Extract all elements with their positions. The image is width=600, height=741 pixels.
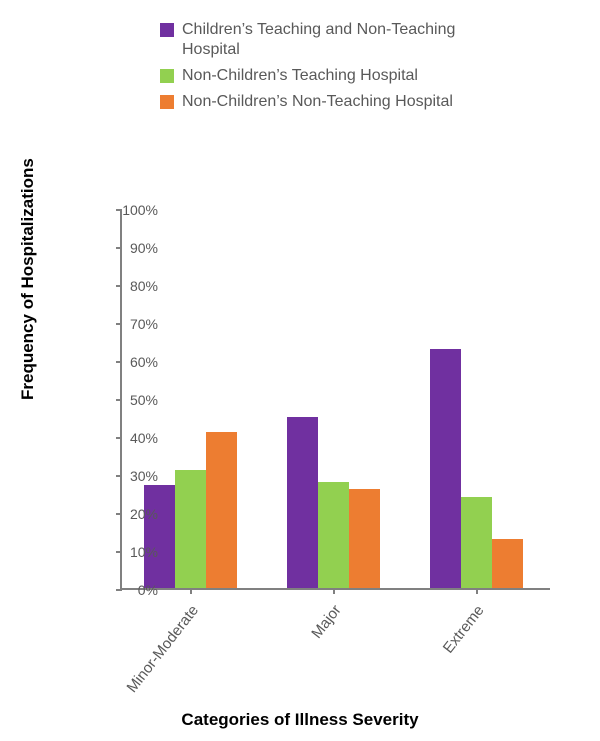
legend-label: Non-Children’s Teaching Hospital [182, 66, 418, 86]
bar [287, 417, 318, 588]
x-tick [333, 588, 335, 594]
bar [461, 497, 492, 588]
bar [144, 485, 175, 588]
legend-swatch [160, 23, 174, 37]
bar [318, 482, 349, 588]
bar-group [430, 349, 523, 588]
bar-chart: Children’s Teaching and Non-Teaching Hos… [0, 0, 600, 741]
legend-label: Children’s Teaching and Non-Teaching Hos… [182, 20, 460, 60]
x-tick [476, 588, 478, 594]
legend-item: Non-Children’s Non-Teaching Hospital [160, 92, 460, 112]
y-tick-label: 20% [130, 506, 158, 522]
legend-swatch [160, 69, 174, 83]
y-tick [116, 247, 122, 249]
y-tick-label: 70% [130, 316, 158, 332]
bar [175, 470, 206, 588]
y-tick-label: 30% [130, 468, 158, 484]
legend-swatch [160, 95, 174, 109]
legend: Children’s Teaching and Non-Teaching Hos… [160, 20, 460, 118]
bar [430, 349, 461, 588]
y-tick-label: 90% [130, 240, 158, 256]
bar [206, 432, 237, 588]
y-tick [116, 399, 122, 401]
y-tick-label: 10% [130, 544, 158, 560]
bar-group [287, 417, 380, 588]
y-tick [116, 361, 122, 363]
x-tick [190, 588, 192, 594]
bar [349, 489, 380, 588]
legend-item: Children’s Teaching and Non-Teaching Hos… [160, 20, 460, 60]
y-tick-label: 100% [122, 202, 158, 218]
y-tick-label: 0% [138, 582, 158, 598]
y-tick [116, 551, 122, 553]
y-tick-label: 60% [130, 354, 158, 370]
x-axis-title: Categories of Illness Severity [0, 710, 600, 730]
y-tick [116, 437, 122, 439]
y-tick-label: 80% [130, 278, 158, 294]
y-tick [116, 285, 122, 287]
y-axis-title: Frequency of Hospitalizations [18, 158, 38, 400]
legend-label: Non-Children’s Non-Teaching Hospital [182, 92, 453, 112]
y-tick-label: 40% [130, 430, 158, 446]
legend-item: Non-Children’s Teaching Hospital [160, 66, 460, 86]
y-tick [116, 513, 122, 515]
bar [492, 539, 523, 588]
y-tick [116, 589, 122, 591]
y-tick-label: 50% [130, 392, 158, 408]
plot-area [120, 210, 550, 590]
y-tick [116, 323, 122, 325]
y-tick [116, 209, 122, 211]
y-tick [116, 475, 122, 477]
